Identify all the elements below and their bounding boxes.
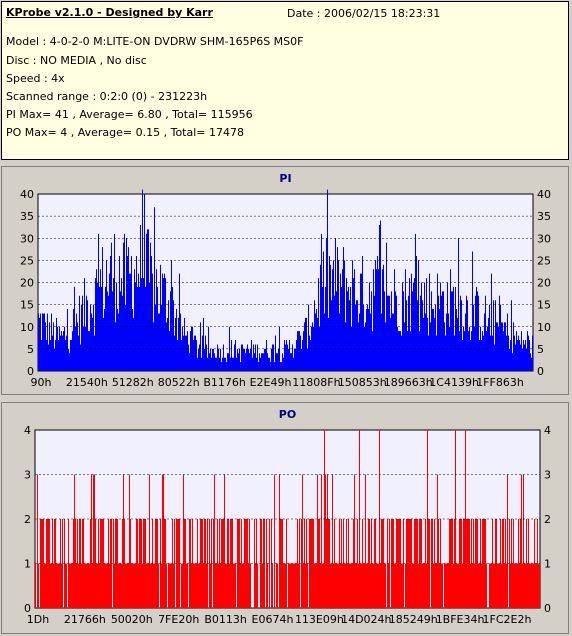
x-tick-label: 1FF863h	[476, 376, 524, 389]
y-tick-label-right: 4	[544, 424, 551, 437]
x-tick-label: 14D024h	[341, 613, 391, 626]
y-tick-label-left: 30	[20, 232, 34, 245]
disc-line: Disc : NO MEDIA , No disc	[6, 54, 147, 67]
chart-title: PO	[279, 408, 296, 421]
x-tick-label: 113E09h	[295, 613, 344, 626]
po-summary-line: PO Max= 4 , Average= 0.15 , Total= 17478	[6, 126, 244, 139]
x-tick-label: 21766h	[64, 613, 106, 626]
y-tick-label-right: 10	[537, 321, 551, 334]
x-tick-label: 90h	[31, 376, 52, 389]
y-tick-label-left: 0	[24, 602, 31, 615]
scan-date: Date : 2006/02/15 18:23:31	[287, 7, 441, 20]
pi-chart-panel: PI 0 0 5 5 10 10 15 15 20 20 25 25 30 30 35 35 40 40 90h 215…	[1, 166, 569, 395]
y-tick-label-left: 4	[24, 424, 31, 437]
y-tick-label-left: 5	[27, 343, 34, 356]
y-tick-label-left: 20	[20, 277, 34, 290]
y-tick-label-right: 2	[544, 513, 551, 526]
pi-summary-line: PI Max= 41 , Average= 6.80 , Total= 1159…	[6, 108, 253, 121]
y-tick-label-right: 30	[537, 232, 551, 245]
x-tick-label: 1FC2E2h	[483, 613, 532, 626]
y-tick-label-left: 40	[20, 188, 34, 201]
x-tick-label: 1Dh	[27, 613, 49, 626]
chart-title: PI	[279, 172, 291, 185]
y-tick-label-left: 1	[24, 558, 31, 571]
x-tick-label: 50020h	[111, 613, 153, 626]
x-tick-label: 51282h	[112, 376, 154, 389]
po-chart: PO 0 0 1 1 2 2 3 3 4 4 1Dh 21766h 50020h 7FE20h B0113h E…	[24, 408, 551, 626]
info-panel: KProbe v2.1.0 - Designed by Karr Date : …	[1, 1, 569, 160]
po-chart-panel: PO 0 0 1 1 2 2 3 3 4 4 1Dh 21766h 50020h 7FE20h B0113h E…	[1, 402, 569, 634]
y-tick-label-right: 20	[537, 277, 551, 290]
data-bars	[35, 430, 540, 608]
x-tick-label: 1C4139h	[429, 376, 479, 389]
y-tick-label-left: 35	[20, 210, 34, 223]
y-tick-label-right: 3	[544, 469, 551, 482]
model-line: Model : 4-0-2-0 M:LITE-ON DVDRW SHM-165P…	[6, 35, 304, 48]
x-tick-label: B0113h	[204, 613, 247, 626]
x-tick-label: 189663h	[384, 376, 433, 389]
x-tick-label: 21540h	[66, 376, 108, 389]
y-tick-label-left: 3	[24, 469, 31, 482]
y-tick-label-left: 10	[20, 321, 34, 334]
x-tick-label: B1176h	[203, 376, 246, 389]
y-tick-label-left: 15	[20, 299, 34, 312]
x-tick-label: 80522h	[158, 376, 200, 389]
y-tick-label-right: 0	[537, 365, 544, 378]
y-tick-label-right: 35	[537, 210, 551, 223]
x-tick-label: 150853h	[338, 376, 387, 389]
pi-chart: PI 0 0 5 5 10 10 15 15 20 20 25 25 30 30 35 35 40 40 90h 215…	[20, 172, 551, 389]
y-tick-label-right: 40	[537, 188, 551, 201]
scanned-range-line: Scanned range : 0:2:0 (0) - 231223h	[6, 90, 208, 103]
x-tick-label: 1BFE34h	[436, 613, 485, 626]
y-tick-label-right: 25	[537, 254, 551, 267]
y-tick-label-right: 1	[544, 558, 551, 571]
app-title: KProbe v2.1.0 - Designed by Karr	[6, 6, 213, 19]
y-tick-label-left: 0	[27, 365, 34, 378]
x-tick-label: E2E49h	[250, 376, 292, 389]
x-tick-label: 7FE20h	[158, 613, 199, 626]
speed-line: Speed : 4x	[6, 72, 65, 85]
x-tick-label: 185249h	[389, 613, 438, 626]
x-tick-label: E0674h	[252, 613, 294, 626]
x-tick-label: 11808Fh	[292, 376, 340, 389]
y-tick-label-left: 25	[20, 254, 34, 267]
y-tick-label-right: 0	[544, 602, 551, 615]
y-tick-label-right: 15	[537, 299, 551, 312]
y-tick-label-right: 5	[537, 343, 544, 356]
y-tick-label-left: 2	[24, 513, 31, 526]
